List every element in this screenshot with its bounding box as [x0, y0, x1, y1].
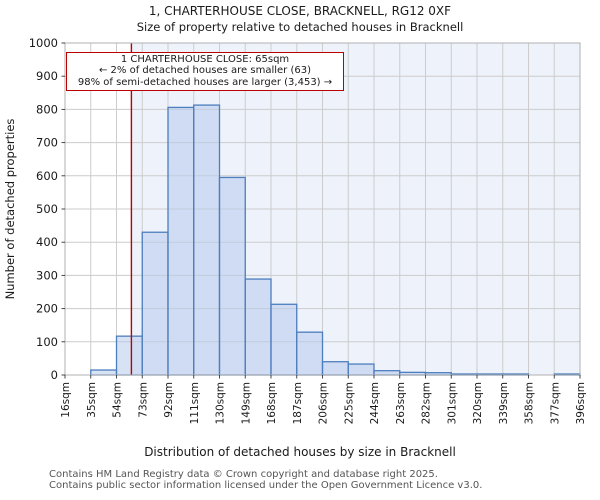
y-tick-label: 100 — [36, 335, 58, 349]
annotation-line-1: 1 CHARTERHOUSE CLOSE: 65sqm — [120, 54, 290, 65]
x-tick-label: 16sqm — [60, 382, 72, 418]
x-tick-label: 73sqm — [137, 382, 149, 418]
x-tick-label: 187sqm — [292, 382, 304, 424]
annotation-line-3: 98% of semi-detached houses are larger (… — [77, 76, 333, 88]
x-tick-label: 377sqm — [549, 382, 561, 424]
y-tick-label: 300 — [36, 268, 58, 282]
histogram-bar — [270, 303, 298, 376]
y-tick-label: 600 — [36, 169, 58, 183]
annotation-box: 1 CHARTERHOUSE CLOSE: 65sqm ← 2% of deta… — [66, 52, 344, 92]
x-tick-label: 244sqm — [369, 382, 381, 424]
x-axis-title: Distribution of detached houses by size … — [144, 445, 456, 459]
x-tick-label: 282sqm — [421, 382, 433, 424]
y-tick-label: 400 — [36, 235, 58, 249]
footer-line-1: Contains HM Land Registry data © Crown c… — [49, 469, 438, 480]
chart-title: 1, CHARTERHOUSE CLOSE, BRACKNELL, RG12 0… — [148, 4, 452, 18]
x-tick-label: 206sqm — [318, 382, 330, 424]
x-tick-label: 301sqm — [446, 382, 458, 424]
x-tick-label: 396sqm — [575, 382, 587, 424]
histogram-bar — [90, 369, 118, 376]
x-tick-label: 92sqm — [163, 382, 175, 418]
x-tick-label: 130sqm — [215, 382, 227, 424]
histogram-bar — [218, 176, 246, 376]
histogram-bar — [321, 361, 349, 376]
annotation-line-2: ← 2% of detached houses are smaller (63) — [99, 65, 311, 77]
y-tick-label: 900 — [36, 69, 58, 83]
y-tick-label: 0 — [51, 368, 58, 382]
x-tick-label: 320sqm — [472, 382, 484, 424]
histogram-bar — [347, 363, 375, 376]
chart-subtitle: Size of property relative to detached ho… — [136, 20, 464, 34]
histogram-bar — [296, 331, 324, 376]
histogram-bar — [115, 335, 143, 376]
x-tick-label: 54sqm — [112, 382, 124, 418]
y-tick-label: 800 — [36, 102, 58, 116]
y-tick-label: 1000 — [29, 36, 58, 50]
x-tick-label: 149sqm — [240, 382, 252, 424]
histogram-bar — [244, 278, 272, 376]
x-tick-label: 263sqm — [395, 382, 407, 424]
y-tick-label: 700 — [36, 136, 58, 150]
x-tick-label: 358sqm — [524, 382, 536, 424]
x-tick-label: 168sqm — [266, 382, 278, 424]
histogram-bar — [141, 231, 169, 376]
histogram-bar — [193, 104, 221, 376]
y-tick-label: 200 — [36, 302, 58, 316]
x-tick-label: 35sqm — [86, 382, 98, 418]
histogram-bar — [373, 370, 401, 376]
x-tick-label: 111sqm — [189, 382, 201, 424]
footer-line-2: Contains public sector information licen… — [49, 480, 483, 491]
x-tick-label: 225sqm — [343, 382, 355, 424]
y-axis-title: Number of detached properties — [3, 119, 17, 300]
x-tick-label: 339sqm — [498, 382, 510, 424]
histogram-bar — [167, 106, 195, 376]
y-tick-label: 500 — [36, 202, 58, 216]
